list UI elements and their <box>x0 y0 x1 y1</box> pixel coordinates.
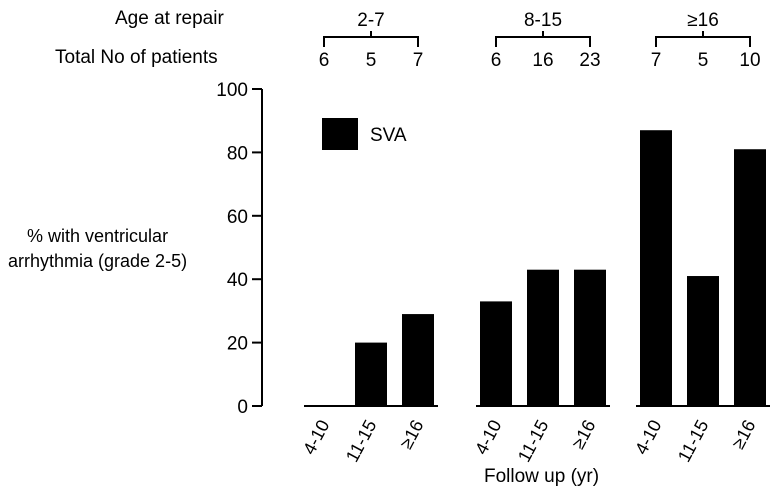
y-axis-title: % with ventricular arrhythmia (grade 2-5… <box>8 224 187 274</box>
x-tick-label-2-3: ≥16 <box>568 416 600 452</box>
patient-count-1-1: 6 <box>319 50 330 71</box>
x-tick-label-1-1: 4-10 <box>299 416 334 457</box>
bar-3-3 <box>734 149 766 407</box>
patient-count-1-3: 7 <box>413 50 424 71</box>
patient-count-3-2: 5 <box>698 50 709 71</box>
y-axis-title-line-2: arrhythmia (grade 2-5) <box>8 251 188 271</box>
bar-1-3 <box>402 314 434 406</box>
age-group-label-2: 8-15 <box>524 10 562 31</box>
y-tick-label-0: 0 <box>237 397 248 418</box>
patient-count-2-3: 23 <box>579 50 600 71</box>
y-tick-label-40: 40 <box>227 270 248 291</box>
x-tick-label-2-2: 11-15 <box>514 416 553 465</box>
y-tick-label-60: 60 <box>227 207 248 228</box>
bar-3-2 <box>687 276 719 406</box>
x-tick-label-1-2: 11-15 <box>342 416 381 465</box>
total-patients-label: Total No of patients <box>55 47 218 68</box>
age-bracket-3 <box>655 36 751 47</box>
x-axis-title: Follow up (yr) <box>484 466 600 487</box>
x-tick-label-2-1: 4-10 <box>471 416 506 457</box>
patient-count-3-3: 10 <box>739 50 760 71</box>
legend-swatch-sva <box>322 118 358 150</box>
x-tick-label-3-3: ≥16 <box>728 416 760 452</box>
bar-2-1 <box>480 301 512 406</box>
bar-2-2 <box>527 269 559 406</box>
x-tick-label-1-3: ≥16 <box>396 416 428 452</box>
age-at-repair-label: Age at repair <box>115 8 224 29</box>
age-group-label-3: ≥16 <box>687 10 719 31</box>
age-bracket-1 <box>323 36 419 47</box>
legend-label-sva: SVA <box>370 125 407 146</box>
age-group-label-1: 2-7 <box>357 10 384 31</box>
age-bracket-2 <box>495 36 591 47</box>
y-tick-label-100: 100 <box>216 80 248 101</box>
patient-count-1-2: 5 <box>366 50 377 71</box>
bar-3-1 <box>640 130 672 406</box>
y-tick-label-20: 20 <box>227 334 248 355</box>
bar-1-2 <box>355 342 387 406</box>
patient-count-2-2: 16 <box>532 50 553 71</box>
y-axis-title-line-1: % with ventricular <box>27 226 169 246</box>
patient-count-2-1: 6 <box>491 50 502 71</box>
x-tick-label-3-2: 11-15 <box>674 416 713 465</box>
bar-2-3 <box>574 269 606 406</box>
y-tick-label-80: 80 <box>227 143 248 164</box>
x-tick-label-3-1: 4-10 <box>631 416 666 457</box>
patient-count-3-1: 7 <box>651 50 662 71</box>
